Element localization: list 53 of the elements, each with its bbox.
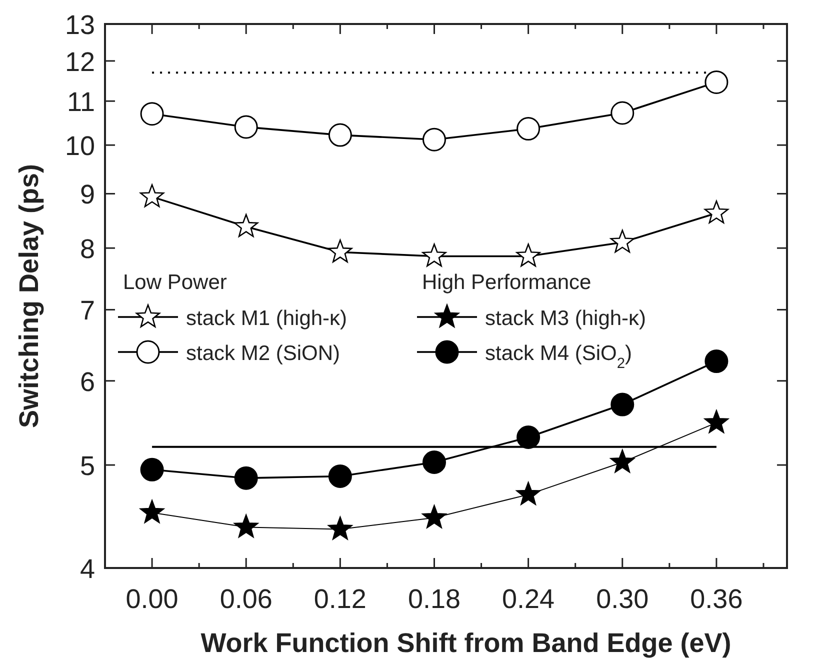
- point: [610, 230, 634, 253]
- point: [234, 466, 258, 490]
- y-tick-label: 5: [80, 451, 95, 482]
- y-tick-label: 4: [80, 554, 95, 584]
- x-tick-label: 0.36: [690, 584, 743, 614]
- point: [328, 239, 352, 262]
- x-tick-label: 0.00: [126, 584, 178, 614]
- point: [140, 458, 164, 482]
- point: [516, 117, 540, 141]
- point: [610, 450, 634, 473]
- point: [422, 450, 446, 474]
- point: [328, 123, 352, 147]
- legend-label: stack M3 (high-κ): [485, 307, 646, 330]
- point: [140, 184, 164, 208]
- annotation: High Performance: [422, 271, 592, 294]
- legend-label: stack M1 (high-κ): [186, 307, 348, 330]
- x-tick-label: 0.24: [502, 584, 555, 614]
- point: [328, 464, 352, 488]
- y-tick-label: 9: [80, 180, 95, 210]
- point: [516, 482, 540, 505]
- y-tick-label: 10: [64, 131, 95, 162]
- point: [610, 392, 634, 416]
- annotation: Low Power: [123, 271, 227, 294]
- point: [140, 102, 164, 126]
- point: [234, 514, 258, 538]
- y-tick-label: 8: [80, 234, 95, 264]
- point: [422, 244, 446, 267]
- y-tick-label: 12: [64, 46, 95, 77]
- point: [704, 410, 729, 434]
- y-tick-label: 11: [66, 87, 95, 118]
- x-tick-label: 0.18: [408, 584, 461, 614]
- y-tick-label: 13: [64, 10, 95, 40]
- legend-label: stack M2 (SiON): [186, 342, 340, 365]
- point: [234, 115, 258, 139]
- point: [704, 200, 729, 224]
- point: [422, 128, 446, 152]
- point: [704, 70, 728, 94]
- y-axis-title: Switching Delay (ps): [14, 164, 44, 428]
- point: [328, 516, 352, 540]
- point: [422, 505, 446, 528]
- x-tick-label: 0.12: [314, 584, 366, 614]
- point: [234, 214, 258, 238]
- y-tick-label: 6: [80, 366, 95, 397]
- point: [140, 500, 164, 523]
- point: [704, 350, 728, 374]
- x-axis-title: Work Function Shift from Band Edge (eV): [200, 628, 732, 658]
- y-tick-label: 7: [80, 296, 95, 326]
- point: [610, 101, 634, 125]
- x-tick-label: 0.30: [596, 584, 649, 614]
- legend-label: stack M4 (SiO$_{2}$): [485, 342, 632, 372]
- x-tick-label: 0.06: [220, 584, 272, 614]
- point: [516, 425, 540, 449]
- point: [516, 244, 540, 267]
